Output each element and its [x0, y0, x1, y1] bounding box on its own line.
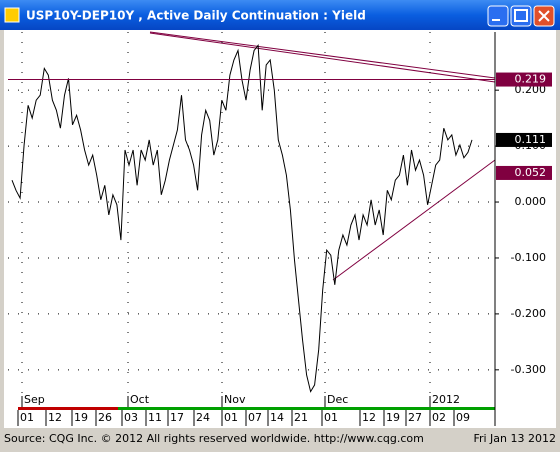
- day-label: 01: [20, 411, 34, 424]
- level-box: [496, 165, 552, 180]
- month-label: Oct: [130, 393, 150, 406]
- day-label: 26: [98, 411, 112, 424]
- day-label: 12: [362, 411, 376, 424]
- day-label: 12: [48, 411, 62, 424]
- y-tick-label: -0.300: [511, 363, 546, 376]
- app-icon: [4, 7, 20, 23]
- y-tick-label: 0.000: [515, 195, 547, 208]
- month-label: Dec: [327, 393, 348, 406]
- level-box: [496, 132, 552, 147]
- day-label: 17: [170, 411, 184, 424]
- trend-line: [332, 159, 496, 281]
- day-label: 07: [248, 411, 262, 424]
- day-label: 24: [196, 411, 210, 424]
- day-label: 14: [270, 411, 284, 424]
- day-label: 09: [456, 411, 470, 424]
- chart-area: [4, 30, 556, 428]
- month-label: 2012: [432, 393, 460, 406]
- day-label: 27: [408, 411, 422, 424]
- y-tick-label: -0.200: [511, 307, 546, 320]
- footer-source: Source: CQG Inc. © 2012 All rights reser…: [4, 432, 424, 445]
- level-box: [496, 72, 552, 87]
- day-label: 01: [324, 411, 338, 424]
- minimize-button[interactable]: [487, 5, 509, 27]
- level-label: 0.219: [515, 73, 547, 86]
- price-line: [11, 44, 473, 393]
- day-label: 01: [224, 411, 238, 424]
- footer-date: Fri Jan 13 2012: [473, 432, 556, 445]
- level-label: 0.111: [515, 133, 547, 146]
- day-label: 21: [294, 411, 308, 424]
- month-label: Sep: [24, 393, 45, 406]
- trend-line: [149, 32, 496, 83]
- title-bar: [0, 0, 560, 30]
- window-title: USP10Y-DEP10Y , Active Daily Continuatio…: [26, 9, 366, 23]
- day-label: 11: [148, 411, 162, 424]
- day-label: 19: [74, 411, 88, 424]
- month-label: Nov: [224, 393, 246, 406]
- x-axis-stripe: [18, 407, 118, 410]
- level-label: 0.052: [515, 166, 547, 179]
- day-label: 03: [124, 411, 138, 424]
- x-axis-stripe: [18, 407, 495, 410]
- x-axis: [12, 396, 495, 426]
- y-tick-label: -0.100: [511, 251, 546, 264]
- trend-line: [149, 31, 496, 79]
- day-label: 19: [386, 411, 400, 424]
- day-label: 02: [432, 411, 446, 424]
